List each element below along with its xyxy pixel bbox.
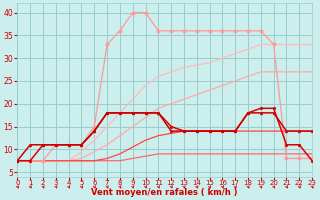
X-axis label: Vent moyen/en rafales ( km/h ): Vent moyen/en rafales ( km/h ) bbox=[92, 188, 238, 197]
